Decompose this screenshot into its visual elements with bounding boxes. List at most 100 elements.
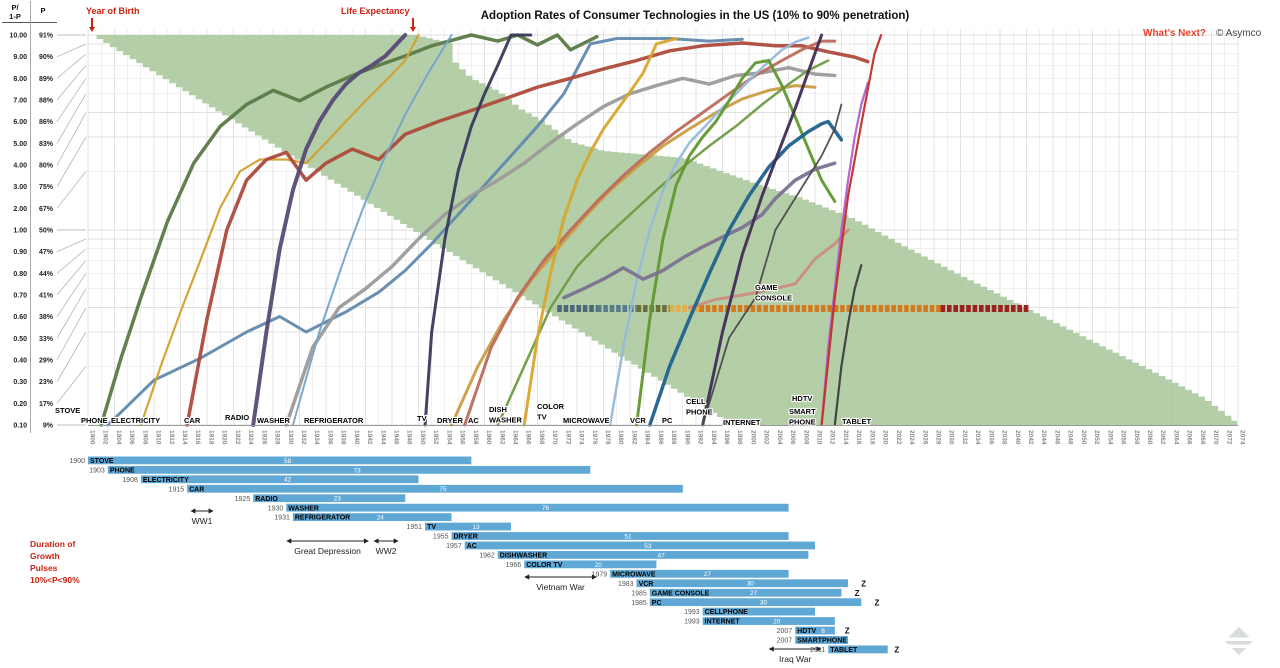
curve-car <box>185 41 870 427</box>
svg-text:1992: 1992 <box>697 430 704 445</box>
svg-text:Z: Z <box>894 646 899 655</box>
svg-text:80%: 80% <box>39 163 54 170</box>
tech-label-tablet: TABLET <box>842 417 871 426</box>
svg-text:0.50: 0.50 <box>13 336 27 343</box>
year-of-birth-label: Year of Birth <box>86 6 140 16</box>
curve-refrigerator <box>291 34 453 426</box>
svg-text:30: 30 <box>760 600 768 607</box>
tech-label-refrigerator: REFRIGERATOR <box>304 416 364 425</box>
svg-text:1950: 1950 <box>419 430 426 445</box>
copyright-label: © Asymco <box>1216 28 1262 39</box>
svg-text:1932: 1932 <box>300 430 307 445</box>
pulse-bar-vcr <box>636 579 849 588</box>
svg-text:TABLET: TABLET <box>830 647 858 654</box>
svg-text:0.10: 0.10 <box>13 423 27 430</box>
svg-text:PHONE: PHONE <box>110 467 135 474</box>
svg-text:2066: 2066 <box>1186 430 1193 445</box>
svg-text:0.40: 0.40 <box>13 358 27 365</box>
pulse-bar-color-tv <box>524 560 657 569</box>
svg-text:20: 20 <box>773 618 781 625</box>
svg-text:1985: 1985 <box>631 590 647 597</box>
svg-text:2062: 2062 <box>1159 430 1166 445</box>
svg-text:1985: 1985 <box>631 600 647 607</box>
pulse-bar-microwave <box>610 569 789 578</box>
svg-text:29%: 29% <box>39 358 54 365</box>
curve-radio <box>251 33 408 427</box>
svg-text:83%: 83% <box>39 141 54 148</box>
svg-text:1966: 1966 <box>525 430 532 445</box>
cohort-band <box>90 35 1237 425</box>
svg-text:2068: 2068 <box>1199 430 1206 445</box>
svg-text:2000: 2000 <box>749 430 756 445</box>
svg-text:50%: 50% <box>39 228 54 235</box>
svg-text:VCR: VCR <box>639 581 654 588</box>
tech-label-color: COLOR <box>537 402 565 411</box>
svg-text:DISHWASHER: DISHWASHER <box>500 553 547 560</box>
svg-text:0.60: 0.60 <box>13 314 27 321</box>
svg-text:2038: 2038 <box>1001 430 1008 445</box>
svg-text:24: 24 <box>377 515 385 522</box>
svg-text:5.00: 5.00 <box>13 141 27 148</box>
svg-text:2044: 2044 <box>1040 430 1047 445</box>
duration-note-line4: 10%<P<90% <box>30 575 80 585</box>
tech-label-cell: CELL <box>686 397 706 406</box>
curve-washer <box>284 65 837 427</box>
svg-text:Z: Z <box>861 579 866 588</box>
curve-vcr <box>635 59 837 427</box>
tech-label-phone: PHONE <box>789 418 816 427</box>
svg-text:75: 75 <box>439 486 447 493</box>
curve-electricity <box>139 33 420 427</box>
svg-text:1903: 1903 <box>89 467 105 474</box>
svg-text:2010: 2010 <box>816 430 823 445</box>
svg-text:1926: 1926 <box>260 430 267 445</box>
svg-text:1.00: 1.00 <box>13 228 27 235</box>
svg-text:2054: 2054 <box>1106 430 1113 445</box>
svg-text:9%: 9% <box>43 423 54 430</box>
svg-text:67%: 67% <box>39 206 54 213</box>
svg-text:1908: 1908 <box>122 477 138 484</box>
tech-label-car: CAR <box>184 416 201 425</box>
svg-text:1979: 1979 <box>592 571 608 578</box>
pulse-bar-hdtv <box>795 626 835 635</box>
svg-text:1930: 1930 <box>287 430 294 445</box>
svg-text:58: 58 <box>284 458 292 465</box>
svg-text:6.00: 6.00 <box>13 119 27 126</box>
svg-text:1-P: 1-P <box>9 12 21 21</box>
svg-text:1906: 1906 <box>128 430 135 445</box>
svg-text:2034: 2034 <box>974 430 981 445</box>
svg-text:1908: 1908 <box>141 430 148 445</box>
svg-text:2016: 2016 <box>855 430 862 445</box>
pulse-bar-tablet <box>828 645 888 654</box>
pulse-bar-tv <box>425 522 511 531</box>
svg-text:1900: 1900 <box>69 458 85 465</box>
tech-label-washer: WASHER <box>489 416 523 425</box>
svg-text:DRYER: DRYER <box>454 534 478 541</box>
svg-text:89%: 89% <box>39 76 54 83</box>
svg-text:1942: 1942 <box>366 430 373 445</box>
svg-text:1964: 1964 <box>511 430 518 445</box>
tech-label-phone: PHONE <box>81 416 108 425</box>
svg-text:2012: 2012 <box>829 430 836 445</box>
curve-game-console <box>562 161 837 300</box>
tech-label-pc: PC <box>662 416 673 425</box>
svg-text:41%: 41% <box>39 293 54 300</box>
svg-text:20: 20 <box>595 562 603 569</box>
tech-label-console: CONSOLE <box>755 294 792 303</box>
svg-text:86%: 86% <box>39 119 54 126</box>
svg-text:44%: 44% <box>39 271 54 278</box>
svg-text:WASHER: WASHER <box>288 505 319 512</box>
svg-text:17%: 17% <box>39 401 54 408</box>
svg-text:1918: 1918 <box>207 430 214 445</box>
svg-text:0.30: 0.30 <box>13 379 27 386</box>
tech-label-dish: DISH <box>489 405 507 414</box>
svg-text:1948: 1948 <box>406 430 413 445</box>
tech-label-electricity: ELECTRICITY <box>111 416 160 425</box>
svg-text:91%: 91% <box>39 33 54 40</box>
adoption-curves <box>99 33 883 427</box>
svg-text:2040: 2040 <box>1014 430 1021 445</box>
pulse-bar-electricity <box>140 475 419 484</box>
svg-text:2056: 2056 <box>1120 430 1127 445</box>
svg-text:1951: 1951 <box>406 524 422 531</box>
pulse-bar-game-console <box>649 588 842 597</box>
